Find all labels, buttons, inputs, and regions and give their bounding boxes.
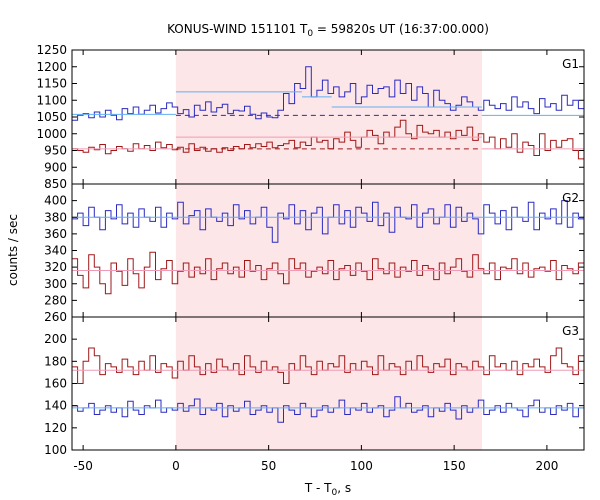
y-tick-label: 340 [44, 244, 67, 258]
panel-g2: 260 280 300 320 340 360 380 400 G2 [44, 183, 585, 324]
series-line-red [72, 251, 584, 295]
y-tick-label: 1200 [36, 60, 67, 74]
x-tick-label: -50 [73, 459, 93, 473]
x-tick-label: 100 [350, 459, 373, 473]
x-tick-label: 150 [443, 459, 466, 473]
series-line-blue [72, 396, 584, 423]
burst-interval-highlight [175, 50, 482, 184]
y-tick-label: 1250 [36, 43, 67, 57]
y-tick-label: 320 [44, 260, 67, 274]
y-tick-label: 950 [44, 144, 67, 158]
series-line-blue [72, 200, 584, 243]
x-axis-label: T - T0, s [304, 481, 351, 498]
y-tick-label: 280 [44, 293, 67, 307]
panel-label: G3 [562, 324, 579, 338]
y-tick-label: 180 [44, 354, 67, 368]
y-tick-label: 400 [44, 194, 67, 208]
y-tick-label: 160 [44, 377, 67, 391]
y-axis-label: counts / sec [6, 214, 20, 286]
y-tick-label: 200 [44, 332, 67, 346]
x-tick-label: 0 [172, 459, 180, 473]
panel-g3: 100 120 140 160 180 200 -50 0 50 100 150 200 G3 [44, 316, 585, 473]
series-line-red [72, 347, 584, 384]
chart-title: KONUS-WIND 151101 T0 = 59820s UT (16:37:… [167, 22, 489, 39]
y-tick-label: 380 [44, 210, 67, 224]
burst-interval-highlight [175, 317, 482, 450]
series-line-blue [72, 66, 584, 121]
x-tick-label: 200 [535, 459, 558, 473]
y-tick-label: 260 [44, 310, 67, 324]
y-tick-label: 300 [44, 277, 67, 291]
x-tick-label: 50 [261, 459, 276, 473]
panel-label: G2 [562, 191, 579, 205]
y-tick-label: 120 [44, 421, 67, 435]
panel-label: G1 [562, 57, 579, 71]
y-tick-label: 100 [44, 443, 67, 457]
y-tick-label: 850 [44, 177, 67, 191]
y-tick-label: 1000 [36, 127, 67, 141]
y-tick-label: 1150 [36, 77, 67, 91]
burst-interval-highlight [175, 184, 482, 317]
panel-g1: 850 900 950 1000 1050 1100 1150 1200 1250 G1 [36, 43, 585, 191]
y-tick-label: 140 [44, 399, 67, 413]
y-tick-label: 1100 [36, 93, 67, 107]
series-line-red [72, 119, 584, 160]
y-tick-label: 900 [44, 160, 67, 174]
y-tick-label: 1050 [36, 110, 67, 124]
y-tick-label: 360 [44, 227, 67, 241]
